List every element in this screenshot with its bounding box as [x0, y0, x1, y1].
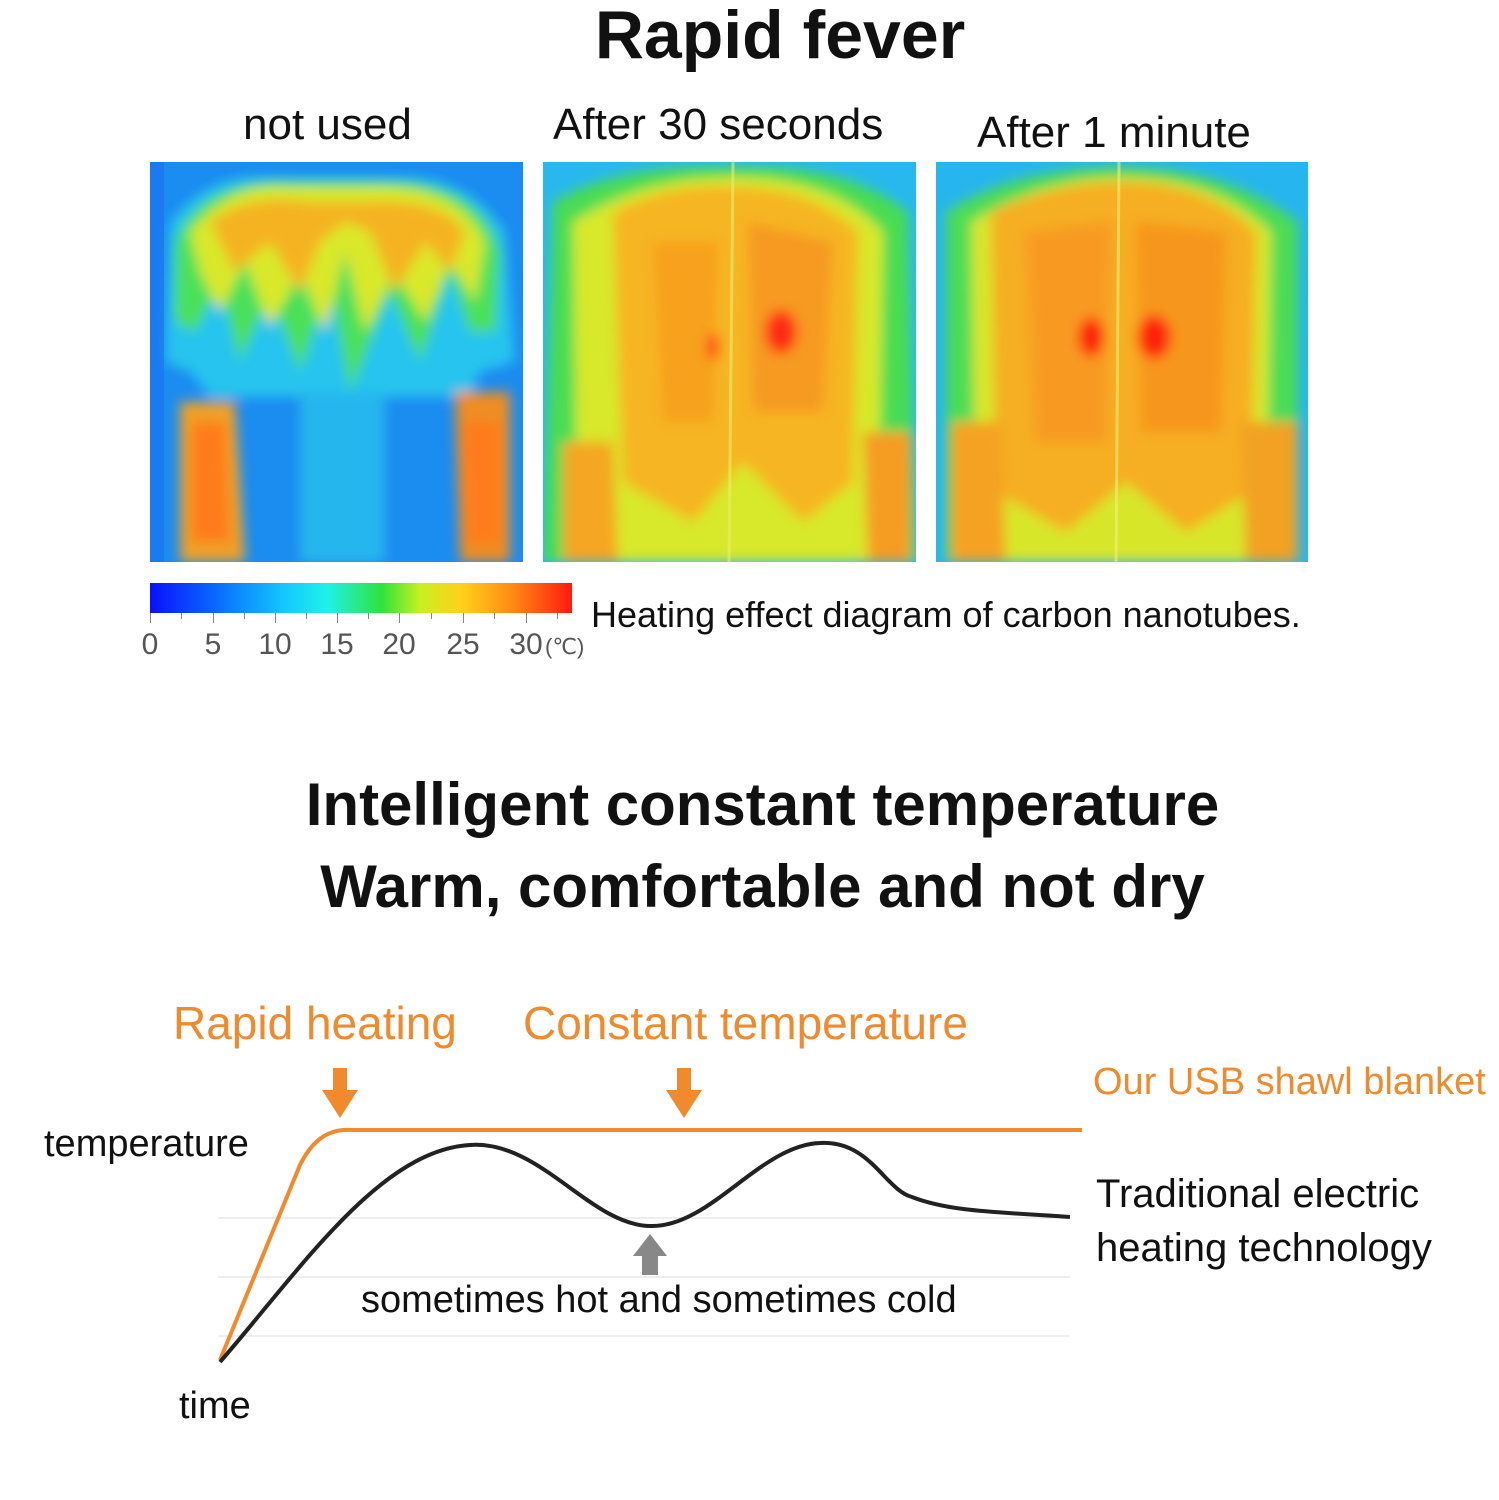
- scale-tick: [275, 613, 276, 623]
- label-rapid-heating: Rapid heating: [173, 997, 457, 1049]
- scale-tick: [244, 613, 245, 619]
- scale-tick-label: 15: [320, 628, 354, 661]
- x-axis-label: time: [179, 1385, 251, 1427]
- headline-line-2: Warm, comfortable and not dry: [320, 853, 1205, 920]
- scale-tick: [337, 613, 338, 623]
- scale-tick: [150, 613, 151, 623]
- legend-traditional-line-2: heating technology: [1096, 1226, 1432, 1270]
- scale-tick: [494, 613, 495, 619]
- series-traditional-heating-line: [218, 1140, 1071, 1364]
- arrow-up-icon: [633, 1234, 667, 1275]
- scale-tick: [463, 613, 464, 623]
- temperature-color-scale: [150, 583, 572, 613]
- scale-tick-label: 10: [258, 628, 292, 661]
- scale-tick: [557, 613, 558, 619]
- scale-tick: [431, 613, 432, 619]
- arrow-down-icon: [322, 1068, 358, 1118]
- scale-tick: [399, 613, 400, 623]
- scale-tick: [213, 613, 214, 623]
- annotation-hot-cold: sometimes hot and sometimes cold: [361, 1279, 957, 1321]
- temperature-graph: [218, 1068, 1082, 1364]
- panel-label-1-minute: After 1 minute: [977, 108, 1251, 157]
- scale-tick: [306, 613, 307, 619]
- scale-tick-label: 0: [141, 628, 159, 661]
- heating-caption: Heating effect diagram of carbon nanotub…: [591, 594, 1301, 635]
- arrow-down-icon: [666, 1068, 702, 1118]
- scale-tick: [181, 613, 182, 619]
- scale-tick-label: 30: [509, 628, 543, 661]
- legend-traditional-line-1: Traditional electric: [1096, 1172, 1420, 1216]
- scale-tick-label: 20: [382, 628, 416, 661]
- scale-tick-label: 5: [204, 628, 222, 661]
- scale-tick: [526, 613, 527, 623]
- scale-tick: [368, 613, 369, 619]
- thermal-image-1-minute: [936, 162, 1308, 562]
- y-axis-label: temperature: [44, 1123, 249, 1165]
- label-constant-temperature: Constant temperature: [523, 997, 968, 1049]
- series-our-usb-shawl-blanket-line: [218, 1127, 1082, 1361]
- thermal-image-30-seconds: [543, 162, 916, 562]
- scale-tick-label: 25: [446, 628, 480, 661]
- thermal-image-not-used: [150, 162, 523, 562]
- page-title: Rapid fever: [594, 0, 966, 73]
- scale-unit: (℃): [545, 634, 585, 659]
- legend-our-usb-shawl-blanket: Our USB shawl blanket: [1093, 1061, 1486, 1103]
- headline-line-1: Intelligent constant temperature: [305, 771, 1220, 838]
- panel-label-30-seconds: After 30 seconds: [553, 100, 884, 149]
- panel-label-not-used: not used: [243, 100, 412, 149]
